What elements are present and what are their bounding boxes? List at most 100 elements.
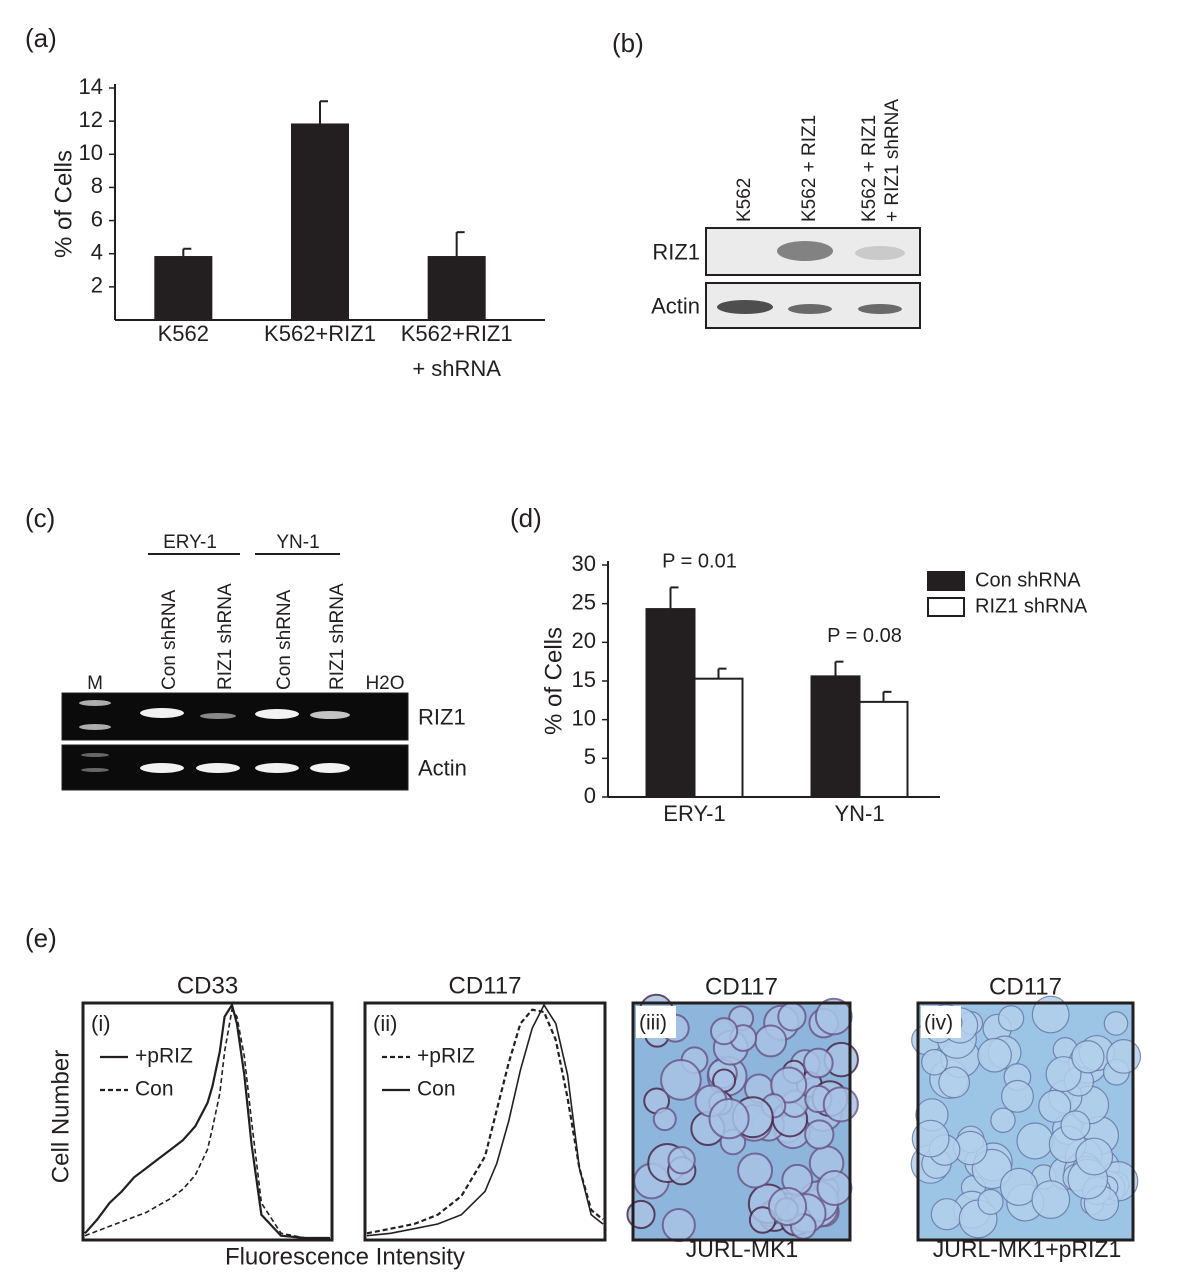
gel-band: [140, 763, 184, 773]
gel-band: [310, 763, 350, 773]
gel-band: [255, 763, 299, 773]
cell: [990, 1107, 1016, 1133]
histogram-line: [84, 1002, 330, 1240]
lane-label: H2O: [365, 673, 404, 694]
lane-label: K562 + RIZ1: [799, 115, 820, 222]
gel-band: [140, 708, 184, 718]
lane-label: Con shRNA: [274, 589, 295, 690]
cell: [1103, 1011, 1129, 1036]
panel-sub-label: (iii): [639, 1012, 667, 1035]
label-bg: [921, 1006, 961, 1038]
x-tick-label: K562: [158, 321, 209, 346]
legend-label: Con shRNA: [975, 569, 1081, 591]
cell: [777, 1002, 807, 1032]
panel-label: (e): [25, 923, 57, 953]
legend-swatch: [927, 597, 965, 617]
cell: [1001, 1079, 1034, 1113]
chart-title: CD117: [449, 972, 522, 999]
gel-band: [81, 768, 109, 772]
panel-sub-label: (i): [91, 1011, 111, 1036]
micrograph-caption: JURL-MK1: [686, 1236, 798, 1262]
group-label: YN-1: [276, 532, 319, 553]
y-tick-label: 25: [572, 589, 596, 614]
y-axis-label: % of Cells: [540, 627, 567, 735]
cell: [930, 1198, 963, 1231]
gel-band: [79, 724, 111, 730]
cell: [626, 1199, 656, 1230]
y-tick-label: 15: [572, 667, 596, 692]
lane-label: M: [87, 673, 103, 694]
y-tick-label: 14: [79, 74, 103, 99]
gel-band: [79, 700, 111, 706]
cell: [1106, 1039, 1142, 1074]
lane-label: Con shRNA: [159, 589, 180, 690]
chart-title: CD33: [177, 972, 238, 999]
label-bg: [636, 1006, 676, 1038]
legend-label: Con: [135, 1078, 174, 1101]
y-tick-label: 10: [79, 140, 103, 165]
gel-band: [255, 709, 299, 719]
panel-label: (b): [612, 28, 644, 58]
row-label: RIZ1: [652, 239, 700, 264]
y-tick-label: 20: [572, 628, 596, 653]
blot-band: [855, 246, 905, 260]
lane-label: RIZ1 shRNA: [327, 583, 348, 690]
y-tick-label: 10: [572, 705, 596, 730]
y-tick-label: 8: [91, 173, 103, 198]
panel-label: (a): [25, 23, 57, 53]
bar: [858, 700, 909, 799]
y-tick-label: 5: [584, 744, 596, 769]
cell: [997, 1005, 1025, 1032]
cell: [814, 997, 853, 1036]
panel-sub-label: (ii): [373, 1011, 397, 1036]
micrograph-frame: [916, 1001, 1135, 1242]
cell: [977, 1188, 1004, 1216]
cell: [1016, 1122, 1054, 1160]
bar: [427, 256, 486, 321]
y-tick-label: 30: [572, 551, 596, 576]
x-tick-label: ERY-1: [663, 801, 725, 826]
y-tick-label: 0: [584, 783, 596, 808]
bar: [645, 608, 696, 799]
legend-label: +pRIZ: [417, 1045, 475, 1068]
y-tick-label: 2: [91, 273, 103, 298]
cell: [708, 1098, 750, 1140]
legend-label: +pRIZ: [135, 1045, 193, 1068]
row-label: Actin: [651, 293, 700, 318]
y-tick-label: 6: [91, 206, 103, 231]
cell: [737, 1152, 774, 1189]
cell: [911, 1119, 950, 1158]
plot-frame: [363, 1001, 607, 1242]
bar: [810, 675, 861, 798]
lane-label: K562 + RIZ1 + RIZ1 shRNA: [859, 99, 903, 222]
cell: [1031, 995, 1070, 1034]
y-tick-label: 12: [79, 107, 103, 132]
lane-label: RIZ1 shRNA: [215, 583, 236, 690]
cell: [938, 1066, 971, 1099]
legend-label: Con: [417, 1078, 456, 1101]
cell: [921, 1048, 948, 1076]
bar: [154, 256, 213, 321]
cell: [1060, 1110, 1091, 1141]
y-axis-label: % of Cells: [50, 150, 77, 258]
histogram-line: [366, 1008, 604, 1235]
blot-band: [717, 300, 773, 314]
cell: [804, 1119, 835, 1150]
cell: [1045, 1056, 1082, 1093]
cell: [822, 1086, 859, 1123]
annotation: P = 0.08: [827, 625, 902, 647]
y-axis-label: Cell Number: [47, 1050, 74, 1183]
x-tick-label: YN-1: [834, 801, 884, 826]
cell: [977, 1037, 1012, 1073]
histogram-line: [366, 1003, 604, 1237]
cell: [767, 1186, 808, 1227]
x-tick-label: K562+RIZ1 + shRNA: [401, 321, 513, 381]
panel-label: (d): [510, 503, 542, 533]
cell: [709, 1017, 739, 1046]
panel-label: (c): [25, 503, 55, 533]
cell: [652, 1107, 677, 1132]
cell: [770, 1066, 808, 1104]
cell: [1071, 1040, 1105, 1074]
panel-sub-label: (iv): [924, 1012, 953, 1035]
group-label: ERY-1: [163, 532, 217, 553]
